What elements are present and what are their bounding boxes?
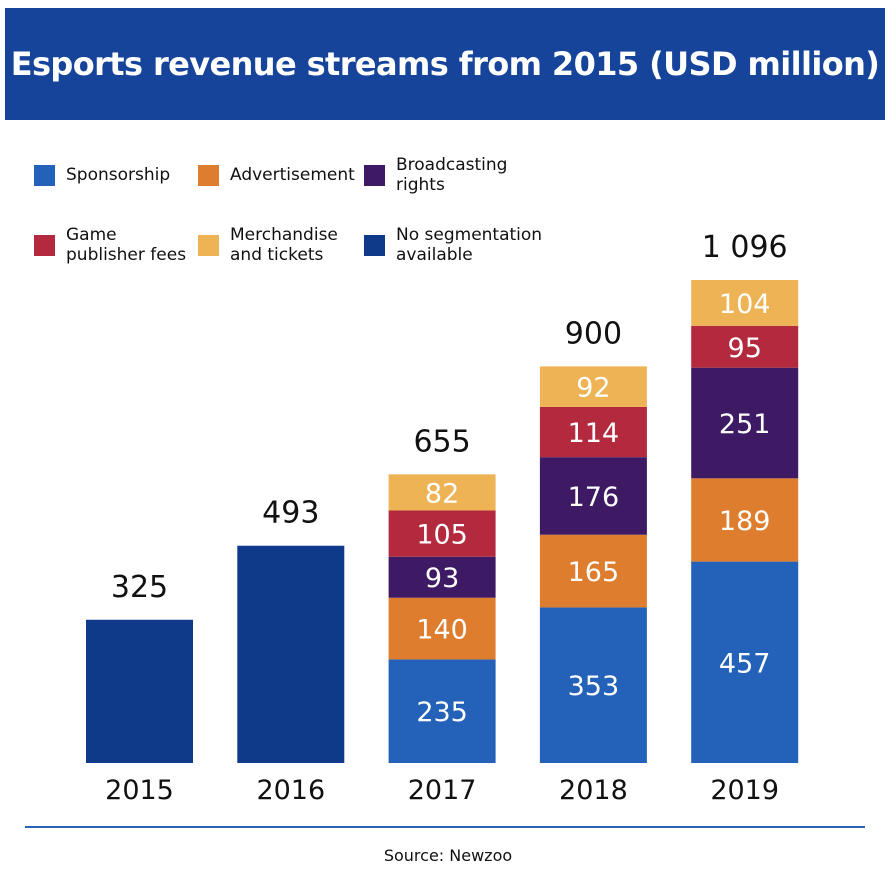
bar-total-label: 325 — [111, 570, 168, 605]
bar-segment-merchandise-and-tickets-2018 — [539, 366, 647, 407]
bar-segment-merchandise-and-tickets-2017 — [388, 474, 496, 511]
legend-label-no-segmentation: No segmentation available — [396, 225, 543, 265]
segment-value-label: 235 — [416, 697, 468, 728]
segment-value-label: 93 — [425, 563, 459, 594]
segment-value-label: 92 — [576, 373, 610, 404]
bar-segment-merchandise-and-tickets-2019 — [691, 280, 799, 326]
segment-value-label: 353 — [568, 671, 620, 702]
legend-label-merchandise-and-tickets: Merchandise and tickets — [230, 225, 338, 265]
bar-segment-game-publisher-fees-2018 — [539, 406, 647, 458]
legend-swatch-broadcasting-rights — [364, 165, 385, 186]
segment-value-label: 189 — [719, 506, 771, 537]
x-tick-label: 2017 — [408, 775, 477, 806]
x-tick-label: 2018 — [559, 775, 628, 806]
bar-segment-sponsorship-2018 — [539, 607, 647, 763]
bar-segment-game-publisher-fees-2019 — [691, 325, 799, 368]
bar-total-label: 493 — [262, 496, 319, 531]
bar-total-label: 1 096 — [702, 230, 788, 265]
bar-segment-advertisement-2017 — [388, 597, 496, 660]
segment-value-label: 82 — [425, 478, 459, 509]
bar-segment-broadcasting-rights-2018 — [539, 457, 647, 535]
bar-segment-advertisement-2018 — [539, 534, 647, 608]
chart-title: Esports revenue streams from 2015 (USD m… — [10, 45, 880, 83]
legend-swatch-advertisement — [198, 165, 219, 186]
segment-value-label: 165 — [568, 557, 620, 588]
legend-label-game-publisher-fees: Game publisher fees — [66, 225, 187, 265]
bar-total-label: 655 — [413, 424, 470, 459]
segment-value-label: 457 — [719, 648, 771, 679]
legend-swatch-merchandise-and-tickets — [198, 235, 219, 256]
segment-value-label: 114 — [568, 418, 620, 449]
segment-value-label: 251 — [719, 409, 771, 440]
bar-segment-sponsorship-2017 — [388, 659, 496, 763]
legend-swatch-no-segmentation — [364, 235, 385, 256]
x-tick-label: 2015 — [105, 775, 174, 806]
segment-value-label: 104 — [719, 289, 771, 320]
bar-segment-no-segmentation-available-2016 — [237, 545, 345, 763]
source-divider — [25, 826, 865, 828]
segment-value-label: 140 — [416, 615, 468, 646]
bar-segment-broadcasting-rights-2017 — [388, 556, 496, 598]
bar-segment-game-publisher-fees-2017 — [388, 510, 496, 557]
source-note: Source: Newzoo — [383, 846, 513, 865]
legend-label-broadcasting-rights: Broadcasting rights — [396, 155, 508, 195]
x-tick-label: 2019 — [710, 775, 779, 806]
legend-swatch-sponsorship — [34, 165, 55, 186]
segment-value-label: 95 — [728, 333, 762, 364]
segment-value-label: 176 — [568, 482, 620, 513]
bar-segment-broadcasting-rights-2019 — [691, 367, 799, 479]
x-tick-label: 2016 — [256, 775, 325, 806]
bar-total-label: 900 — [565, 316, 622, 351]
segment-value-label: 105 — [416, 520, 468, 551]
bar-segment-no-segmentation-available-2015 — [86, 619, 193, 763]
legend-swatch-game-publisher-fees — [34, 235, 55, 256]
bar-segment-sponsorship-2019 — [691, 561, 799, 763]
legend-label-sponsorship: Sponsorship — [66, 165, 171, 185]
title-banner: Esports revenue streams from 2015 (USD m… — [5, 8, 885, 120]
bar-segment-advertisement-2019 — [691, 478, 799, 562]
legend-label-advertisement: Advertisement — [230, 165, 355, 185]
